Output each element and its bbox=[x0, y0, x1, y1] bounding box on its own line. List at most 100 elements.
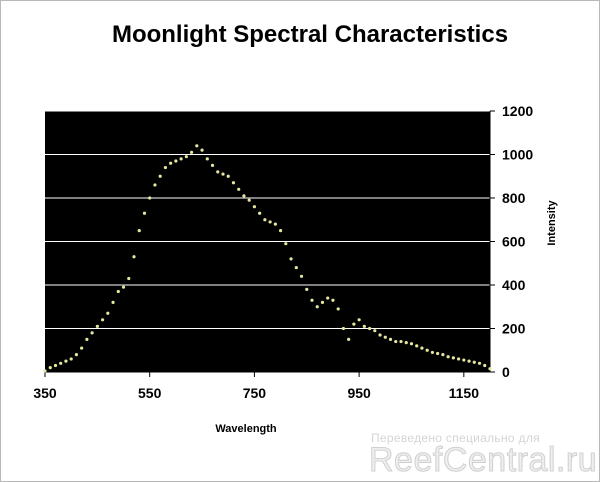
data-point bbox=[378, 333, 382, 337]
data-point bbox=[53, 363, 58, 368]
data-point bbox=[189, 150, 194, 154]
data-point bbox=[127, 276, 131, 281]
data-point bbox=[456, 357, 461, 361]
x-tick-label: 1150 bbox=[449, 385, 480, 401]
data-point bbox=[64, 359, 68, 363]
data-point bbox=[462, 358, 466, 362]
data-point bbox=[231, 181, 236, 185]
data-point bbox=[179, 157, 183, 161]
y-tick-label: 1000 bbox=[502, 147, 533, 163]
data-point bbox=[367, 326, 372, 331]
y-axis-title: Intensity bbox=[546, 200, 558, 246]
data-point bbox=[373, 329, 377, 333]
data-point bbox=[59, 361, 63, 365]
data-point bbox=[80, 346, 84, 350]
data-point bbox=[169, 161, 173, 165]
data-point bbox=[221, 172, 225, 176]
data-point bbox=[284, 242, 288, 246]
data-point bbox=[111, 300, 115, 304]
data-point bbox=[310, 298, 314, 302]
data-point bbox=[305, 287, 309, 291]
chart-title: Moonlight Spectral Characteristics bbox=[111, 21, 509, 48]
x-tick-label: 750 bbox=[243, 385, 267, 401]
x-tick-label: 350 bbox=[33, 385, 57, 401]
data-point bbox=[69, 357, 73, 361]
data-point bbox=[294, 266, 298, 270]
data-point bbox=[195, 144, 199, 148]
data-point bbox=[74, 353, 79, 357]
data-point bbox=[226, 174, 230, 178]
data-point bbox=[352, 322, 356, 326]
x-axis-title: Wavelength bbox=[215, 423, 277, 435]
data-point bbox=[415, 344, 419, 348]
data-point bbox=[362, 324, 366, 328]
data-point bbox=[483, 363, 487, 368]
data-point bbox=[121, 285, 126, 289]
watermark-caption: Переведено специально для bbox=[371, 431, 540, 445]
data-point bbox=[278, 229, 283, 233]
data-point bbox=[43, 369, 47, 373]
data-point bbox=[205, 157, 209, 161]
data-point bbox=[467, 359, 471, 363]
data-point bbox=[137, 229, 141, 233]
data-point bbox=[472, 360, 476, 364]
data-point bbox=[315, 305, 319, 309]
data-point bbox=[357, 318, 361, 322]
data-point bbox=[100, 318, 105, 322]
data-point bbox=[132, 255, 136, 259]
data-point bbox=[451, 356, 455, 360]
data-point bbox=[388, 337, 393, 341]
y-tick-label: 1200 bbox=[502, 103, 533, 119]
data-point bbox=[430, 350, 435, 355]
y-tick-label: 200 bbox=[502, 321, 526, 337]
data-point bbox=[116, 289, 120, 294]
watermark-logo: ReefCentral.ru bbox=[368, 441, 598, 480]
data-point bbox=[200, 148, 204, 152]
data-point bbox=[258, 211, 262, 215]
x-tick-label: 950 bbox=[347, 385, 371, 401]
data-point bbox=[425, 348, 429, 352]
y-tick-label: 0 bbox=[502, 364, 510, 380]
data-point bbox=[289, 257, 293, 261]
data-point bbox=[174, 159, 178, 163]
y-tick-label: 600 bbox=[502, 234, 526, 250]
data-point bbox=[347, 337, 351, 341]
data-point bbox=[320, 300, 325, 304]
data-point bbox=[148, 196, 152, 200]
data-point bbox=[273, 222, 277, 226]
data-point bbox=[268, 220, 272, 224]
data-point bbox=[216, 170, 220, 174]
data-point bbox=[409, 342, 414, 346]
data-point bbox=[90, 331, 94, 335]
data-point bbox=[436, 351, 440, 356]
data-point bbox=[441, 353, 445, 357]
data-point bbox=[210, 163, 215, 167]
data-point bbox=[404, 341, 408, 345]
data-point bbox=[488, 367, 492, 371]
x-tick-label: 550 bbox=[138, 385, 162, 401]
data-point bbox=[237, 187, 241, 191]
data-point bbox=[446, 355, 450, 359]
data-point bbox=[383, 335, 387, 339]
data-point bbox=[153, 183, 157, 187]
data-point bbox=[252, 205, 257, 209]
y-tick-label: 800 bbox=[502, 190, 526, 206]
data-point bbox=[158, 174, 162, 178]
data-point bbox=[477, 361, 482, 365]
data-point bbox=[247, 198, 251, 202]
data-point bbox=[341, 326, 346, 331]
data-point bbox=[331, 298, 335, 302]
data-point bbox=[394, 339, 398, 344]
data-point bbox=[106, 311, 110, 315]
data-point bbox=[184, 155, 188, 159]
data-point bbox=[48, 366, 52, 370]
data-point bbox=[95, 324, 99, 328]
data-point bbox=[326, 296, 330, 300]
data-point bbox=[263, 218, 267, 222]
data-point bbox=[142, 211, 147, 215]
data-point bbox=[299, 274, 304, 278]
data-point bbox=[163, 165, 168, 170]
data-point bbox=[336, 307, 340, 311]
